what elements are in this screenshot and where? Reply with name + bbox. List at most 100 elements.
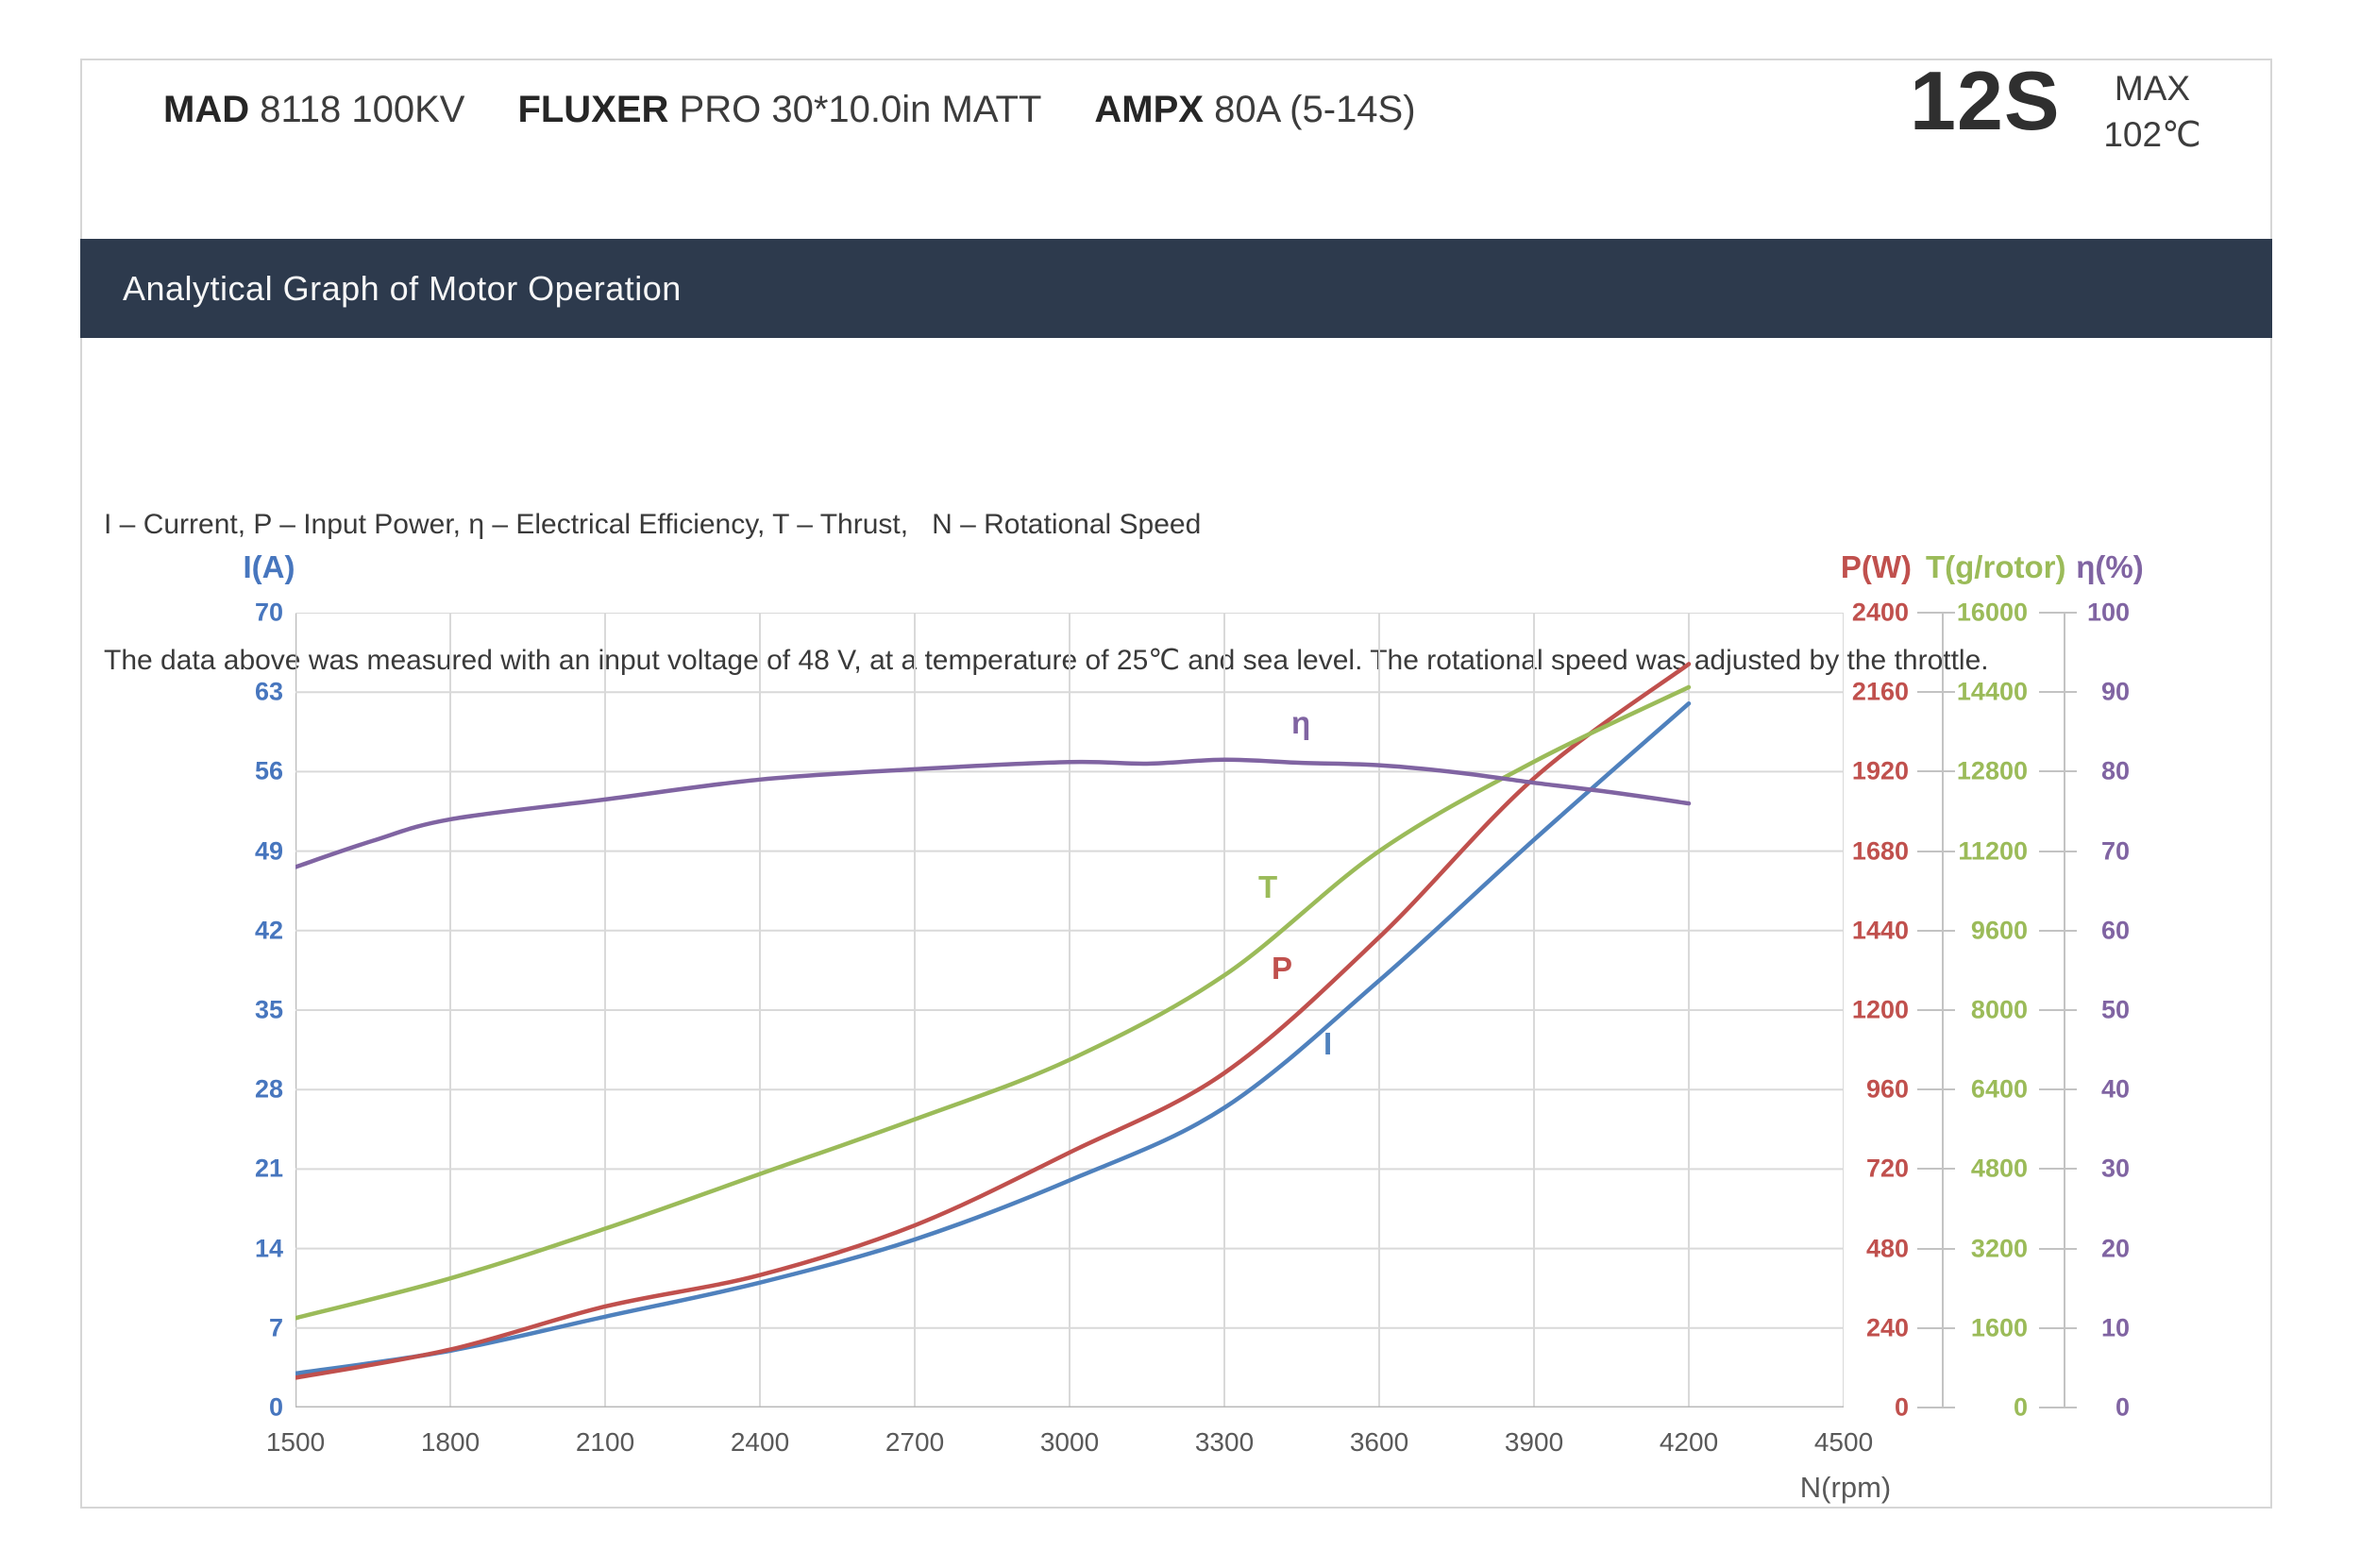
right-axis-title-T: T(g/rotor) [1926, 549, 2066, 584]
left-axis-tick-label: 42 [254, 916, 283, 945]
right-scale-tick [2039, 770, 2077, 773]
right-scale-tick [1917, 850, 1955, 852]
left-axis-tick-label: 70 [254, 598, 283, 627]
right-scale-tick [1917, 1407, 1955, 1408]
section-banner: Analytical Graph of Motor Operation [80, 239, 2272, 338]
right-axis-tick-label-P: 1200 [1851, 995, 1909, 1024]
curve-label-T: T [1258, 869, 1278, 904]
right-axis-tick-label-P: 0 [1894, 1392, 1909, 1422]
section-banner-title: Analytical Graph of Motor Operation [123, 268, 682, 308]
measurement-conditions-line: The data above was measured with an inpu… [104, 645, 1989, 676]
left-axis-tick-label: 35 [254, 995, 283, 1024]
right-axis-tick-label-eta: 0 [2115, 1392, 2130, 1422]
spec-brand: FLUXER [517, 89, 669, 130]
right-axis-tick-label-T: 8000 [1970, 995, 2028, 1024]
right-axis-tick-label-eta: 30 [2100, 1154, 2130, 1183]
right-axis-tick-label-eta: 80 [2100, 756, 2130, 785]
right-scale-tick [2039, 612, 2077, 614]
right-axis-tick-label-eta: 70 [2100, 836, 2130, 866]
max-temperature-block: MAX 102℃ [2091, 66, 2214, 159]
right-scale-tick [2039, 1247, 2077, 1250]
right-axis-tick-label-P: 1920 [1851, 756, 1909, 785]
spec-brand: AMPX [1094, 89, 1204, 130]
right-scale-tick [1917, 1247, 1955, 1250]
right-scale-tick [1917, 1088, 1955, 1091]
right-axis-tick-label-P: 720 [1865, 1154, 1909, 1183]
x-axis-tick-label: 3000 [1039, 1427, 1100, 1457]
right-axis-tick-label-P: 240 [1865, 1313, 1909, 1342]
max-label: MAX [2114, 69, 2191, 108]
spec-item: AMPX 80A (5-14S) [1094, 89, 1416, 130]
right-axis-tick-label-T: 3200 [1970, 1234, 2028, 1263]
datasheet-card: MAD 8118 100KV FLUXER PRO 30*10.0in MATT A… [80, 54, 2272, 1509]
right-axis-tick-label-P: 2160 [1851, 677, 1909, 706]
right-axis-tick-label-eta: 60 [2100, 916, 2130, 945]
right-axis-tick-label-P: 480 [1865, 1234, 1909, 1263]
x-axis-tick-label: 4500 [1813, 1427, 1874, 1457]
left-axis-tick-label: 63 [254, 677, 283, 706]
x-axis-tick-label: 1500 [265, 1427, 326, 1457]
x-axis-title: N(rpm) [1799, 1471, 1892, 1504]
x-axis-tick-label: 2100 [575, 1427, 635, 1457]
right-axis-tick-label-eta: 40 [2100, 1074, 2130, 1104]
right-scale-tick [2039, 1326, 2077, 1329]
right-scale-tick [2039, 1009, 2077, 1011]
spec-item: MAD 8118 100KV [163, 89, 465, 130]
curve-label-η: η [1291, 705, 1311, 740]
right-axis-tick-label-T: 1600 [1970, 1313, 2028, 1342]
right-axis-tick-label-T: 12800 [1956, 756, 2028, 785]
right-axis-tick-label-T: 0 [2013, 1392, 2028, 1422]
right-axis-tick-label-eta: 20 [2100, 1234, 2130, 1263]
x-axis-tick-label: 2700 [885, 1427, 945, 1457]
series-curve-P [293, 662, 1692, 1380]
right-scale-tick [1917, 1168, 1955, 1171]
left-axis-title: I(A) [243, 549, 295, 584]
right-scale-tick [1917, 929, 1955, 932]
max-temp-value: 102℃ [2103, 114, 2201, 154]
curve-label-P: P [1272, 951, 1293, 986]
right-axis-tick-label-eta: 50 [2100, 995, 2130, 1024]
left-axis-tick-label: 28 [254, 1074, 283, 1104]
spec-brand: MAD [163, 89, 250, 130]
right-scale-tick [2039, 691, 2077, 694]
chart-description: I – Current, P – Input Power, η – Electr… [104, 412, 1989, 774]
right-scale-tick [2039, 850, 2077, 852]
right-axis-tick-label-T: 14400 [1956, 677, 2028, 706]
right-axis-tick-label-P: 2400 [1851, 598, 1909, 627]
x-axis-tick-label: 1800 [420, 1427, 480, 1457]
right-scale-tick [1917, 691, 1955, 694]
right-scale-tick [1917, 770, 1955, 773]
left-axis-tick-label: 7 [268, 1313, 283, 1342]
left-axis-tick-label: 49 [254, 836, 283, 866]
series-curve-eta [293, 757, 1692, 869]
right-axis-tick-label-P: 1440 [1851, 916, 1909, 945]
legend-abbreviations-line: I – Current, P – Input Power, η – Electr… [104, 509, 1202, 540]
right-scale-tick [2039, 1168, 2077, 1171]
left-axis-tick-label: 0 [268, 1392, 283, 1422]
left-axis-tick-label: 56 [254, 756, 283, 785]
motor-spec-row: MAD 8118 100KV FLUXER PRO 30*10.0in MATT A… [163, 89, 1416, 131]
right-scale-tick [2039, 1088, 2077, 1091]
series-curve-T [293, 684, 1692, 1321]
right-axis-tick-label-T: 6400 [1970, 1074, 2028, 1104]
right-axis-tick-label-T: 4800 [1970, 1154, 2028, 1183]
right-axis-tick-label-P: 1680 [1851, 836, 1909, 866]
right-scale-tick [2039, 929, 2077, 932]
x-axis-tick-label: 2400 [730, 1427, 790, 1457]
right-scale-tick [2039, 1407, 2077, 1408]
plot-canvas [293, 612, 1845, 1409]
left-axis-tick-label: 21 [254, 1154, 283, 1183]
spec-item: FLUXER PRO 30*10.0in MATT [517, 89, 1042, 130]
series-curve-I [293, 700, 1692, 1376]
x-axis-tick-label: 3900 [1504, 1427, 1564, 1457]
left-axis-tick-label: 14 [254, 1234, 283, 1263]
right-axis-tick-label-eta: 100 [2086, 598, 2130, 627]
right-axis-tick-label-P: 960 [1865, 1074, 1909, 1104]
right-scale-tick [1917, 1326, 1955, 1329]
right-axis-tick-label-eta: 10 [2100, 1313, 2130, 1342]
right-axis-tick-label-eta: 90 [2100, 677, 2130, 706]
x-axis-tick-label: 3600 [1349, 1427, 1409, 1457]
x-axis-tick-label: 4200 [1659, 1427, 1719, 1457]
right-axis-title-P: P(W) [1840, 549, 1912, 584]
